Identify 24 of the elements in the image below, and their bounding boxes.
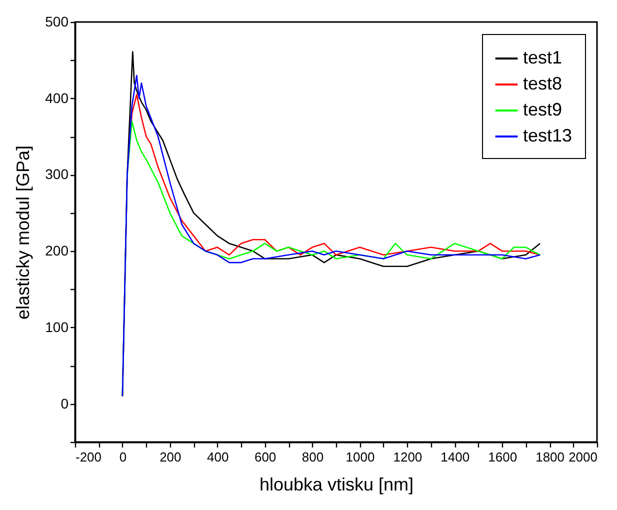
y-tick-label: 200 [45, 242, 69, 259]
x-tick-label: 1600 [488, 450, 518, 464]
x-tick-label: 0 [119, 450, 127, 464]
x-tick-label: 600 [254, 450, 276, 464]
x-tick-label: 2000 [568, 450, 598, 464]
x-tick-label: 1000 [346, 450, 375, 464]
x-tick-label: 800 [302, 450, 324, 464]
x-tick-label: 1800 [536, 450, 565, 464]
legend-label: test1 [523, 48, 562, 68]
x-axis-title: hloubka vtisku [nm] [259, 474, 414, 494]
y-tick-label: 300 [45, 166, 69, 182]
x-tick-label: -200 [76, 450, 102, 464]
y-tick-label: 500 [45, 14, 69, 30]
legend-label: test8 [523, 74, 562, 94]
x-tick-label: 1200 [393, 450, 422, 464]
y-tick-label: 400 [45, 90, 69, 106]
y-axis-title: elasticky modul [GPa] [13, 145, 34, 320]
x-tick-label: 200 [160, 450, 182, 464]
x-tick-label: 400 [207, 450, 229, 464]
legend-label: test9 [523, 100, 562, 120]
x-tick-label: 1400 [440, 450, 470, 464]
legend-label: test13 [523, 126, 572, 146]
y-tick-label: 0 [60, 395, 69, 412]
y-tick-label: 100 [45, 318, 69, 335]
